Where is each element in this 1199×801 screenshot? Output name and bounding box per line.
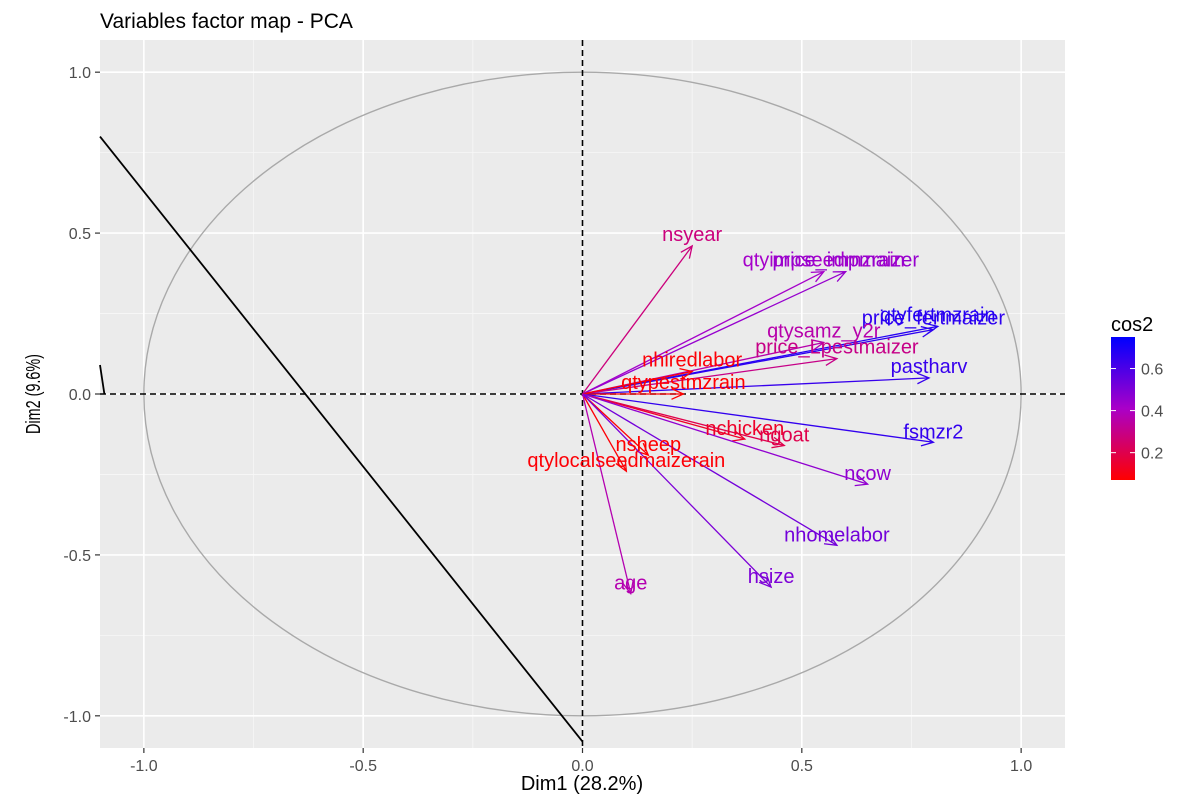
arrow-fsmzr2	[582, 393, 935, 447]
arrow-hsize	[582, 393, 773, 589]
arrow-ngoat	[582, 393, 786, 449]
arrow-head	[671, 388, 685, 400]
label-price_Lpestmaizer: price_Lpestmaizer	[755, 337, 919, 359]
label-nchicken: nchicken	[705, 418, 784, 440]
x-tick-label: -0.5	[349, 758, 377, 775]
label-qtypestmzrain: qtypestmzrain	[621, 372, 746, 394]
arrow-shaft	[582, 377, 930, 395]
arrow-shaft	[582, 393, 934, 443]
label-price_fertmaizer: price_fertmaizer	[862, 308, 1006, 330]
arrow-qtyimpseedmzrain	[582, 270, 826, 395]
legend-tick-label: 0.4	[1141, 404, 1163, 421]
label-ncow: ncow	[844, 463, 891, 485]
arrow-head	[679, 368, 694, 380]
variable-arrows	[581, 244, 940, 596]
label-qtyimpseedmzrain: qtyimpseedmzrain	[743, 250, 905, 272]
arrow-head	[771, 436, 786, 449]
arrow-price_impmaizer	[582, 271, 848, 395]
y-tick-label: -1.0	[63, 709, 91, 726]
label-nhiredlabor: nhiredlabor	[642, 349, 742, 371]
y-tick-label: 1.0	[69, 65, 91, 82]
arrow-shaft	[582, 393, 868, 485]
arrow-age	[581, 393, 634, 596]
arrow-shaft	[582, 370, 693, 395]
legend-title: cos2	[1111, 314, 1153, 336]
reference-line-layer	[99, 135, 584, 743]
y-tick-label: -0.5	[63, 548, 91, 565]
label-qtysamz_y2r: qtysamz_y2r	[767, 321, 881, 343]
variable-labels: nsyear qtyimpseedmzrainprice_impmaizerqty…	[527, 224, 1005, 595]
arrow-head	[920, 325, 935, 338]
label-age: age	[614, 573, 647, 595]
y-tick-label: 0.5	[69, 226, 91, 243]
arrow-shaft	[581, 393, 632, 594]
arrow-head	[615, 458, 628, 473]
x-axis-label: Dim1 (28.2%)	[521, 773, 643, 795]
arrow-nhomelabor	[582, 393, 839, 547]
arrow-head	[622, 580, 634, 596]
arrow-price_Lpestmaizer	[582, 354, 839, 395]
reference-line-fragment	[99, 364, 106, 395]
arrow-shaft	[582, 393, 772, 588]
arrow-shaft	[582, 271, 825, 395]
arrow-head	[824, 354, 839, 367]
label-nsheep: nsheep	[615, 434, 681, 456]
arrow-head	[823, 534, 839, 547]
y-axis-ticks: -1.0 -0.5 0.0 0.5 1.0	[63, 65, 100, 726]
arrow-qtypestmzrain	[582, 388, 685, 400]
arrow-shaft	[582, 393, 838, 546]
arrow-shaft	[582, 271, 846, 395]
arrow-head	[680, 244, 694, 259]
colorbar	[1111, 337, 1135, 480]
arrow-head	[810, 270, 826, 283]
arrow-price_fertmaizer	[582, 325, 935, 395]
arrow-shaft	[582, 357, 837, 395]
arrow-head	[832, 271, 848, 282]
label-ngoat: ngoat	[759, 424, 809, 446]
arrow-shaft	[582, 328, 934, 395]
legend-tick-label: 0.6	[1141, 362, 1163, 379]
x-tick-label: -1.0	[130, 758, 158, 775]
arrow-head	[916, 372, 931, 385]
arrow-shaft	[581, 245, 693, 395]
x-tick-label: 1.0	[1010, 758, 1032, 775]
chart-title: Variables factor map - PCA	[100, 10, 353, 33]
x-axis-ticks: -1.0 -0.5 0.0 0.5 1.0	[130, 748, 1032, 775]
arrow-head	[810, 339, 826, 351]
arrow-nsyear	[581, 244, 694, 395]
arrow-head	[854, 474, 870, 487]
label-qtyfertmzrain: qtyfertmzrain	[880, 304, 996, 326]
y-tick-label: 0.0	[69, 387, 91, 404]
reference-line	[99, 135, 584, 743]
legend-tick-label: 0.2	[1141, 446, 1163, 463]
label-nsyear: nsyear	[662, 224, 722, 246]
label-nhomelabor: nhomelabor	[784, 524, 890, 546]
label-fsmzr2: fsmzr2	[903, 421, 963, 443]
label-pastharv: pastharv	[891, 356, 968, 378]
x-tick-label: 0.5	[791, 758, 813, 775]
arrow-nhiredlabor	[582, 368, 694, 395]
label-qtylocalseedmaizerain: qtylocalseedmaizerain	[527, 450, 725, 472]
arrow-head	[758, 574, 773, 589]
arrow-head	[920, 434, 935, 447]
arrow-ncow	[582, 393, 870, 487]
label-price_impmaizer: price_impmaizer	[772, 250, 919, 272]
arrow-shaft	[582, 393, 649, 456]
y-axis-label: Dim2 (9.6%)	[22, 354, 45, 434]
x-tick-label: 0.0	[571, 758, 593, 775]
arrow-qtylocalseedmaizerain	[581, 393, 628, 473]
label-hsize: hsize	[748, 566, 795, 588]
arrow-shaft	[582, 393, 785, 447]
cos2-legend: cos2 0.6 0.4 0.2	[1111, 314, 1163, 480]
arrow-shaft	[581, 393, 627, 472]
arrow-pastharv	[582, 372, 931, 395]
